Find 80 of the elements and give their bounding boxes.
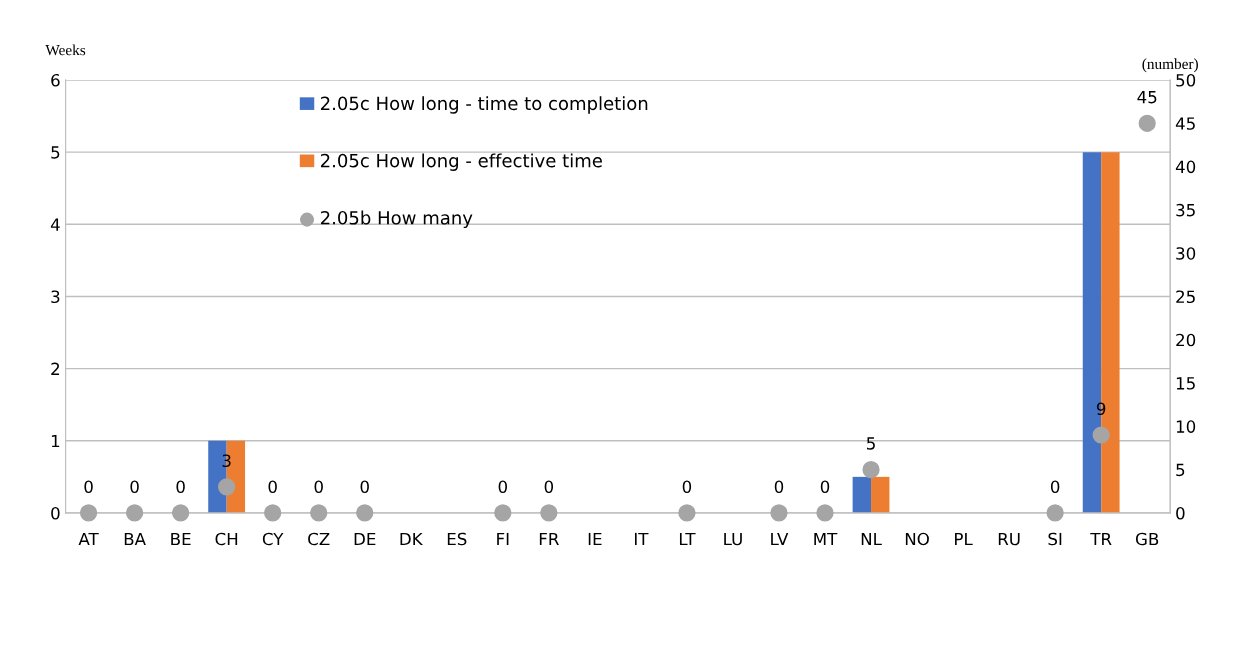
x-tick-label: FI [497, 532, 509, 546]
x-tick-label: ES [447, 532, 467, 546]
point [264, 504, 282, 522]
x-tick-label: RU [998, 532, 1020, 546]
x-tick-label: LT [679, 532, 696, 546]
y2-tick-label: 45 [1175, 117, 1195, 130]
point [1092, 426, 1110, 444]
x-tick-label: DK [400, 532, 423, 546]
x-tick-label: SI [1048, 532, 1062, 546]
y2-axis-title: (number) [1142, 58, 1198, 73]
data-label: 0 [268, 480, 277, 494]
x-tick-label: IE [588, 532, 602, 546]
y2-tick-label: 20 [1176, 333, 1196, 347]
y2-tick-label: 50 [1176, 73, 1196, 87]
y2-tick-label: 30 [1176, 247, 1196, 260]
x-tick-label: CZ [308, 532, 330, 546]
point [770, 504, 788, 522]
point [540, 504, 558, 522]
x-tick-label: LU [724, 532, 742, 546]
data-label: 0 [314, 480, 323, 494]
x-tick-label: PL [955, 532, 973, 546]
point [310, 504, 328, 522]
y2-tick-label: 15 [1176, 377, 1195, 390]
x-tick-label: CH [215, 532, 238, 546]
x-tick-label: FR [539, 532, 559, 546]
data-label: 0 [84, 480, 93, 494]
bar [871, 476, 890, 513]
y-tick-label: 3 [51, 290, 60, 304]
x-tick-label: CY [262, 532, 284, 546]
point [79, 504, 98, 522]
point [1138, 114, 1156, 132]
point [356, 504, 374, 522]
y2-tick-label: 5 [1176, 463, 1185, 477]
data-label: 0 [498, 480, 508, 494]
point [125, 504, 144, 522]
x-tick-label: GB [1135, 532, 1159, 546]
point [816, 504, 834, 522]
x-tick-label: NL [861, 532, 882, 546]
y-tick-label: 0 [51, 506, 60, 520]
x-tick-label: MT [814, 532, 838, 546]
y2-tick-label: 0 [1176, 506, 1185, 520]
y2-tick-label: 35 [1176, 203, 1195, 217]
y-tick-label: 5 [51, 146, 60, 159]
bar [852, 476, 872, 513]
y2-tick-label: 40 [1175, 160, 1196, 174]
x-tick-label: TR [1090, 532, 1112, 546]
point [1046, 504, 1064, 522]
point [494, 504, 512, 522]
data-label: 0 [774, 480, 784, 494]
y-tick-label: 1 [51, 434, 60, 448]
data-label: 45 [1137, 90, 1157, 104]
legend-label: 2.05b How many [320, 210, 473, 229]
legend-label: 2.05c How long - effective time [320, 153, 602, 171]
data-label: 3 [222, 454, 231, 468]
y-tick-label: 6 [51, 73, 60, 87]
data-label: 0 [820, 480, 830, 494]
point [172, 504, 190, 522]
y2-tick-label: 25 [1176, 290, 1195, 304]
x-tick-label: BA [124, 532, 146, 546]
y-tick-label: 4 [50, 218, 60, 231]
x-tick-label: DE [354, 532, 376, 546]
x-tick-label: AT [78, 532, 99, 546]
data-label: 5 [867, 437, 875, 450]
x-tick-label: NO [905, 532, 929, 546]
x-tick-label: BE [171, 532, 191, 546]
point [678, 504, 696, 522]
data-label: 0 [360, 480, 369, 494]
data-label: 0 [1050, 480, 1060, 494]
data-label: 0 [544, 480, 554, 494]
x-tick-label: LV [771, 532, 789, 546]
data-label: 0 [130, 480, 139, 494]
y2-tick-label: 10 [1176, 420, 1196, 433]
data-label: 0 [176, 480, 185, 494]
x-tick-label: IT [634, 532, 649, 546]
point [862, 461, 880, 479]
y-axis-title: Weeks [45, 44, 86, 56]
data-label: 0 [682, 480, 692, 494]
point [218, 478, 236, 496]
legend-label: 2.05c How long - time to completion [320, 96, 648, 114]
y-tick-label: 2 [51, 362, 60, 375]
